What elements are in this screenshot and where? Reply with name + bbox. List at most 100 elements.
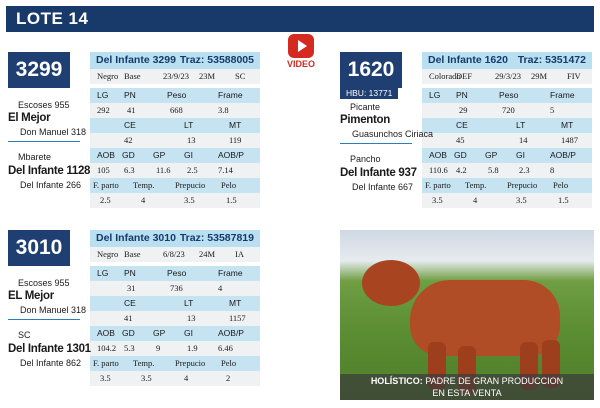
cell-value: 1157 [229,313,246,323]
value-row: 105 6.3 11.6 2.5 7.14 [90,163,260,178]
column-header: GI [184,328,193,338]
header-row: CE LT MT [90,296,260,311]
pedigree-parent: Del Infante 1301 [8,343,91,355]
cell-value: 29M [531,71,548,81]
play-icon [288,34,314,58]
cell-value: FIV [567,71,581,81]
cell-value: 3.8 [218,105,229,115]
cell-value: 1.9 [187,343,198,353]
caption-text: PADRE DE GRAN PRODUCCION [425,376,564,386]
column-header: LT [516,120,526,130]
column-header: MT [229,298,242,308]
value-row: 110.6 4.2 5.8 2.3 8 [422,163,592,178]
header-row: LG PN Peso Frame [90,266,260,281]
cell-value: 2.5 [100,195,111,205]
lot-title: LOTE 14 [16,9,89,28]
name-bar: Del Infante 3299 Traz: 53588005 [90,52,260,69]
lot-number: 1620 [340,52,402,88]
cell-value: 3.5 [184,195,195,205]
cell-value: 6.3 [124,165,135,175]
column-header: F. parto [93,358,119,368]
pedigree-grandparent: SC [18,330,31,340]
pedigree-grandparent: Picante [350,102,381,112]
cell-value: 2.3 [519,165,530,175]
cell-value: 720 [502,105,515,115]
column-header: Pelo [221,180,237,190]
column-header: AOB/P [550,150,576,160]
pedigree-grandparent: Pancho [350,154,381,164]
video-label: VIDEO [286,59,315,69]
animal-name: Del Infante 3010 [96,232,176,244]
bull-card-1620: 1620 HBU: 13771 Del Infante 1620 Traz: 5351… [340,52,592,210]
cell-value: Negro [97,249,119,259]
header-row: F. parto Temp. Prepucio Pelo [90,178,260,193]
column-header: LG [97,90,109,100]
cell-value: 4 [473,195,478,205]
value-row: 42 13 119 [90,133,260,148]
column-header: CE [456,120,468,130]
cell-value: 42 [124,135,133,145]
hbu-badge: HBU: 13771 [340,88,399,99]
cell-value: 8 [550,165,555,175]
value-row: 3.5 4 3.5 1.5 [422,193,592,208]
video-button[interactable]: VIDEO [280,34,322,74]
column-header: GI [184,150,193,160]
cell-value: Base [124,249,141,259]
cell-value: Base [124,71,141,81]
cell-value: 9 [156,343,161,353]
pedigree-parent: Del Infante 1128 [8,165,91,177]
cell-value: 1.5 [558,195,569,205]
cell-value: 11.6 [156,165,171,175]
cell-value: 4 [184,373,189,383]
column-header: Temp. [133,180,155,190]
cell-value: 5 [550,105,555,115]
cell-value: 3.5 [432,195,443,205]
column-header: GP [153,328,166,338]
column-header: LG [429,90,441,100]
value-row: 29 720 5 [422,103,592,118]
header-row: AOB GD GP GI AOB/P [90,326,260,341]
column-header: Prepucio [175,180,206,190]
column-header: GD [122,150,135,160]
cell-value: 45 [456,135,465,145]
cell-value: 41 [124,313,133,323]
column-header: AOB [429,150,447,160]
column-header: CE [124,298,136,308]
column-header: LG [97,268,109,278]
cell-value: Colorado [429,71,461,81]
column-header: Peso [167,268,187,278]
cell-value: 5.8 [488,165,499,175]
cell-value: 736 [170,283,183,293]
cell-value: 5.3 [124,343,135,353]
info-row: Negro Base 6/8/23 24M IA [90,247,260,262]
cell-value: 13 [187,135,196,145]
column-header: MT [561,120,574,130]
column-header: AOB [97,328,115,338]
cell-value: 4.2 [456,165,467,175]
column-header: AOB [97,150,115,160]
lot-header: LOTE 14 [6,6,594,32]
cell-value: DEF [456,71,473,81]
pedigree-divider [8,141,80,142]
cell-value: 6/8/23 [163,249,185,259]
header-row: AOB GD GP GI AOB/P [90,148,260,163]
cell-value: 14 [519,135,528,145]
value-row: 104.2 5.3 9 1.9 6.46 [90,341,260,356]
cell-value: 7.14 [218,165,233,175]
cell-value: 13 [187,313,196,323]
column-header: PN [456,90,468,100]
header-row: LG PN Peso Frame [90,88,260,103]
cell-value: 119 [229,135,242,145]
value-row: 31 736 4 [90,281,260,296]
column-header: LT [184,298,194,308]
column-header: Temp. [465,180,487,190]
column-header: AOB/P [218,328,244,338]
column-header: GP [485,150,498,160]
cell-value: 31 [127,283,136,293]
bull-photo: HOLÍSTICO: PADRE DE GRAN PRODUCCION EN E… [340,230,594,400]
traceability-id: Traz: 53587819 [179,232,254,244]
value-row: 3.5 3.5 4 2 [90,371,260,386]
cell-value: 6.46 [218,343,233,353]
pedigree-parent: EL Mejor [8,290,54,302]
column-header: Pelo [221,358,237,368]
